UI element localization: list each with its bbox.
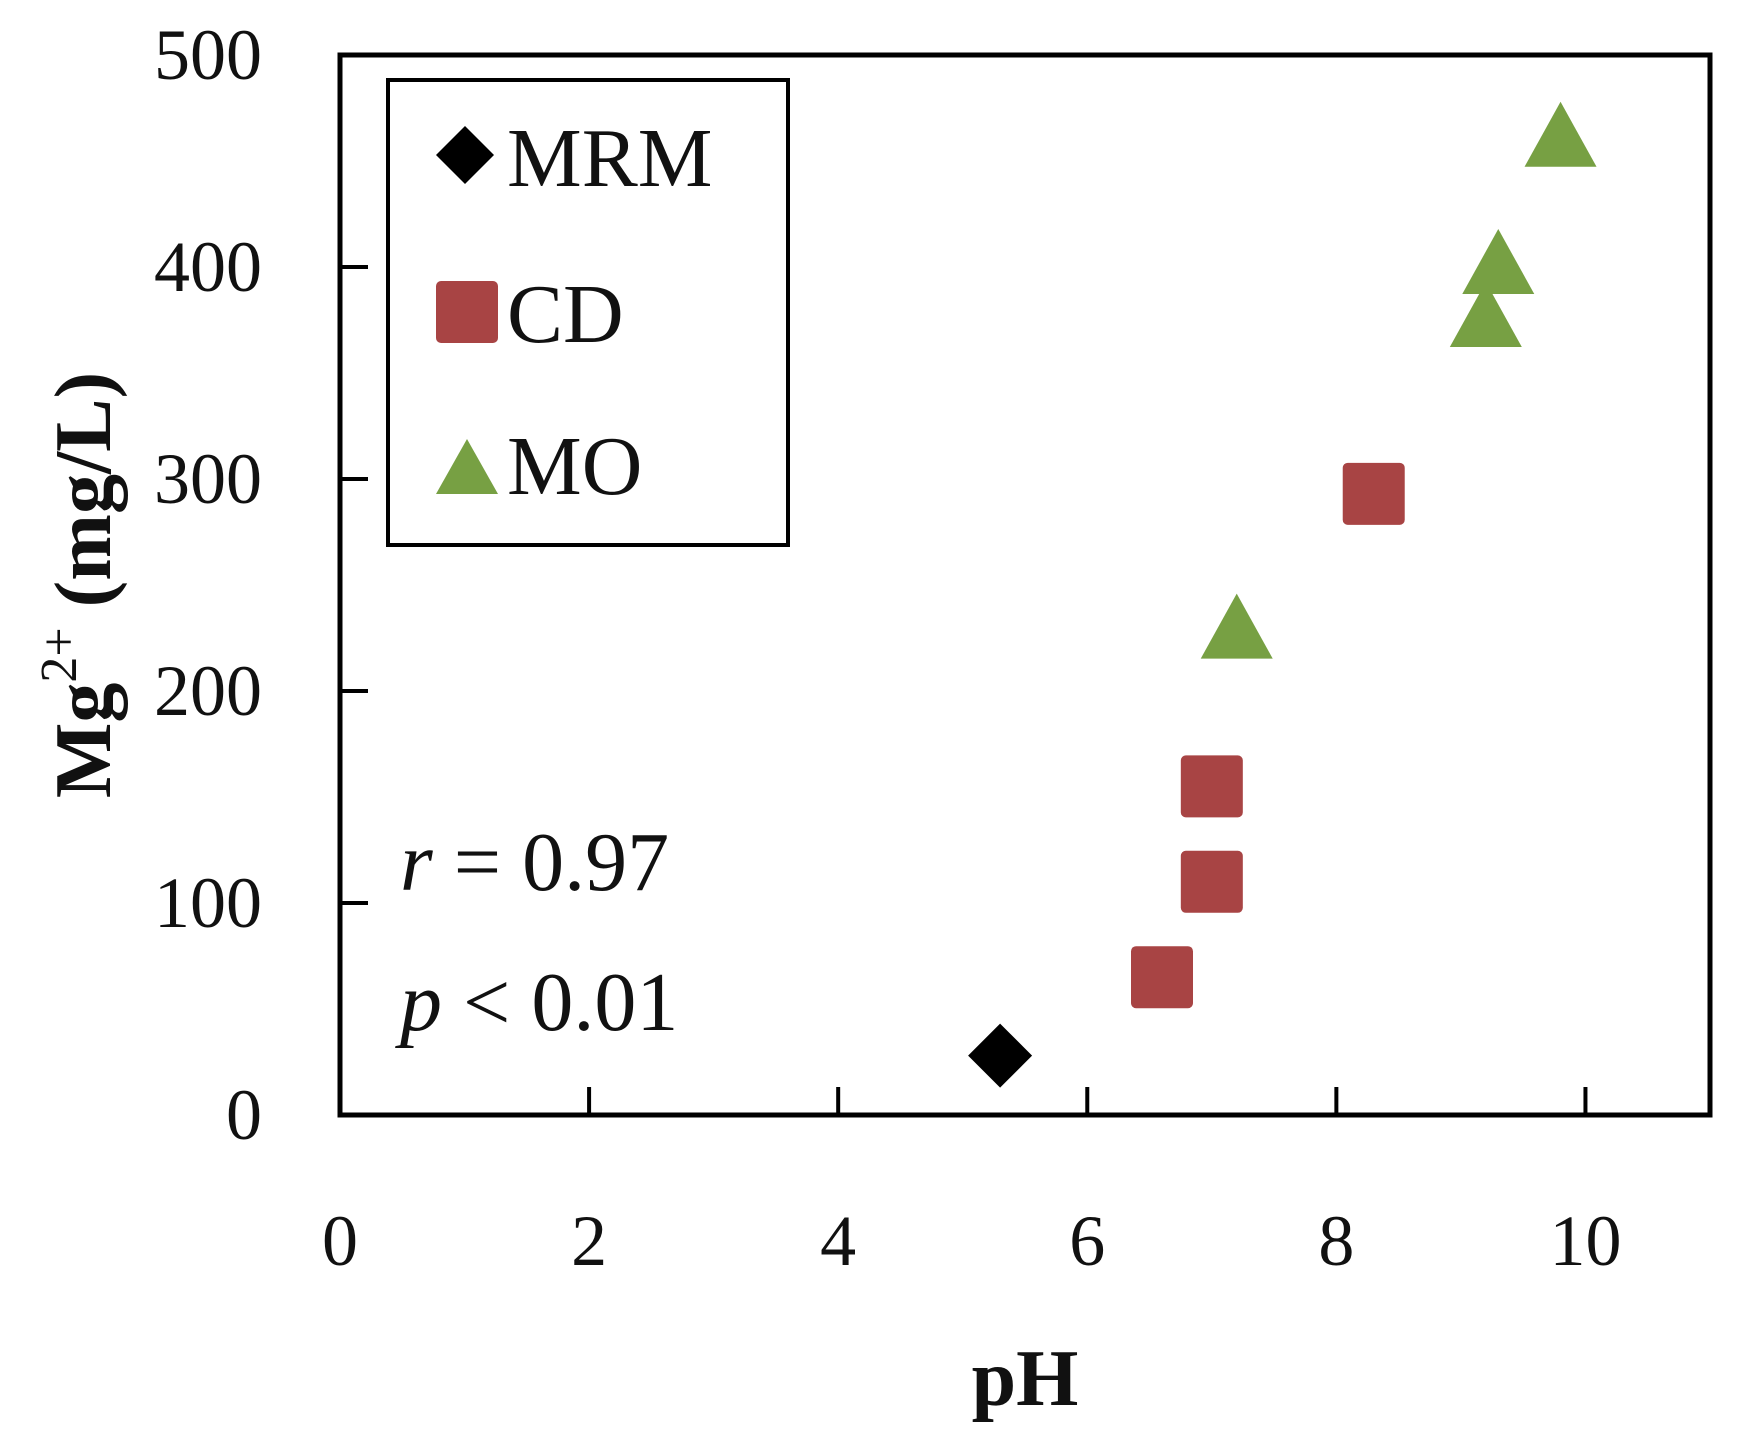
p-symbol: p	[395, 956, 442, 1049]
x-tick-label: 8	[1318, 1201, 1354, 1281]
r-value: = 0.97	[433, 816, 669, 909]
x-tick-label: 0	[322, 1201, 358, 1281]
data-point-mo	[1524, 101, 1597, 167]
legend-marker-mo	[436, 439, 498, 494]
data-point-mo	[1200, 593, 1273, 659]
data-point-mo	[1462, 229, 1535, 294]
legend-label-mo: MO	[507, 420, 642, 513]
y-tick-label: 400	[154, 227, 262, 307]
y-tick-label: 100	[154, 863, 262, 943]
x-tick-label: 4	[820, 1201, 856, 1281]
y-tick-label: 200	[154, 651, 262, 731]
data-point-cd	[1131, 946, 1193, 1009]
data-points	[968, 101, 1597, 1088]
y-axis-ticks: 0 100 200 300 400 500	[154, 15, 368, 1155]
y-axis-title-unit: (mg/L)	[40, 372, 128, 628]
x-tick-label: 2	[571, 1201, 607, 1281]
y-tick-label: 500	[154, 15, 262, 95]
data-point-cd	[1180, 755, 1243, 818]
r-value-annotation: r = 0.97	[400, 816, 669, 909]
legend: MRM CD MO	[386, 78, 790, 547]
y-axis-title-superscript: 2+	[31, 627, 88, 682]
x-tick-label: 6	[1069, 1201, 1105, 1281]
p-value-annotation: p < 0.01	[395, 956, 678, 1049]
data-point-cd	[1342, 462, 1405, 525]
p-value: < 0.01	[442, 956, 678, 1049]
data-point-mrm	[968, 1023, 1033, 1088]
legend-label-mrm: MRM	[507, 112, 712, 205]
legend-marker-cd	[436, 281, 498, 343]
x-axis-ticks: 0 2 4 6 8 10	[322, 1087, 1621, 1281]
legend-marker-mrm	[436, 126, 494, 184]
legend-label-cd: CD	[507, 268, 624, 361]
data-point-mo	[1449, 282, 1522, 347]
y-tick-label: 0	[226, 1075, 262, 1155]
data-point-cd	[1180, 850, 1243, 913]
x-axis-title: pH	[972, 1335, 1079, 1423]
y-axis-title: Mg2+ (mg/L)	[31, 372, 128, 798]
r-symbol: r	[400, 816, 433, 909]
x-tick-label: 10	[1549, 1201, 1621, 1281]
y-axis-title-main: Mg	[40, 683, 128, 799]
y-tick-label: 300	[154, 439, 262, 519]
plot-frame	[337, 52, 1713, 1118]
